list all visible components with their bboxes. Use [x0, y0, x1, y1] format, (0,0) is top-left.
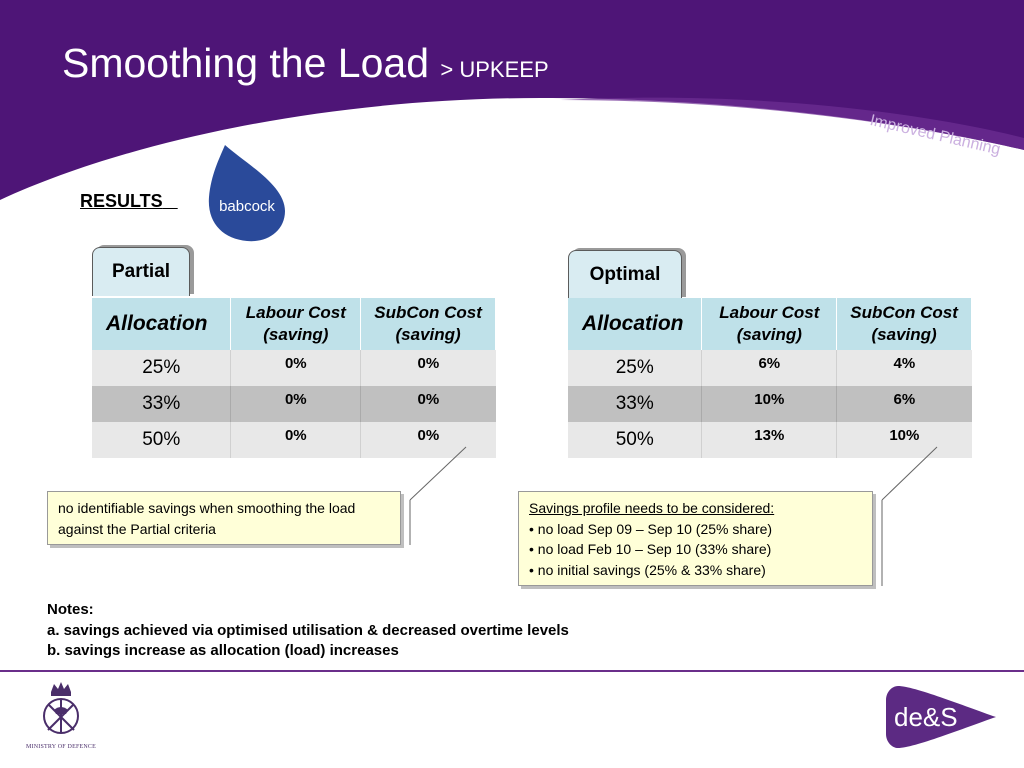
column-header-labour-cost: Labour Cost (saving)	[230, 298, 362, 350]
column-header-allocation: Allocation	[568, 298, 703, 350]
partial-note: no identifiable savings when smoothing t…	[47, 491, 401, 545]
labour-cell: 6%	[701, 350, 837, 386]
table-row: 33% 10% 6%	[568, 386, 972, 422]
table-row: 50% 13% 10%	[568, 422, 972, 458]
subcon-cell: 4%	[836, 350, 972, 386]
allocation-cell: 50%	[92, 422, 231, 458]
column-header-labour-cost: Labour Cost (saving)	[701, 298, 838, 350]
mod-crest-logo	[43, 682, 79, 734]
tab-partial[interactable]: Partial	[92, 247, 190, 296]
page-title: Smoothing the Load > UPKEEP	[62, 40, 549, 87]
column-header-subcon-cost: SubCon Cost (saving)	[360, 298, 496, 350]
subcon-cell: 0%	[360, 386, 496, 422]
des-logo: de&S	[886, 686, 996, 748]
table-row: 33% 0% 0%	[92, 386, 496, 422]
optimal-note-bullet: • no load Sep 09 – Sep 10 (25% share)	[529, 520, 773, 537]
allocation-cell: 33%	[568, 386, 702, 422]
notes-item: b. savings increase as allocation (load)…	[47, 642, 399, 659]
optimal-results-table: Allocation Labour Cost (saving) SubCon C…	[568, 298, 972, 458]
tab-optimal[interactable]: Optimal	[568, 250, 682, 299]
header-banner	[0, 0, 1024, 200]
allocation-cell: 25%	[568, 350, 702, 386]
table-row: 25% 0% 0%	[92, 350, 496, 386]
tab-partial-label: Partial	[111, 261, 171, 282]
table-header-row: Allocation Labour Cost (saving) SubCon C…	[568, 298, 972, 350]
tab-optimal-label: Optimal	[589, 264, 661, 285]
labour-cell: 0%	[230, 386, 361, 422]
optimal-note: Savings profile needs to be considered: …	[518, 491, 873, 586]
title-main: Smoothing the Load	[62, 40, 429, 86]
column-header-allocation: Allocation	[92, 298, 232, 350]
column-header-subcon-cost: SubCon Cost (saving)	[836, 298, 972, 350]
footer-divider	[0, 670, 1024, 672]
results-label: RESULTS	[80, 191, 163, 211]
subcon-cell: 0%	[360, 350, 496, 386]
notes-section: Notes: a. savings achieved via optimised…	[47, 600, 569, 662]
table-row: 50% 0% 0%	[92, 422, 496, 458]
notes-heading: Notes:	[47, 601, 94, 618]
partial-note-text: no identifiable savings when smoothing t…	[58, 500, 356, 537]
table-header-row: Allocation Labour Cost (saving) SubCon C…	[92, 298, 496, 350]
labour-cell: 0%	[230, 422, 361, 458]
allocation-cell: 33%	[92, 386, 231, 422]
labour-cell: 10%	[701, 386, 837, 422]
subcon-cell: 10%	[836, 422, 972, 458]
svg-text:babcock: babcock	[219, 198, 275, 215]
mod-label: MINISTRY OF DEFENCE	[26, 744, 96, 750]
table-row: 25% 6% 4%	[568, 350, 972, 386]
labour-cell: 13%	[701, 422, 837, 458]
notes-item: a. savings achieved via optimised utilis…	[47, 621, 569, 639]
allocation-cell: 25%	[92, 350, 231, 386]
svg-text:de&S: de&S	[894, 702, 958, 732]
optimal-note-heading: Savings profile needs to be considered:	[529, 500, 775, 516]
subcon-cell: 6%	[836, 386, 972, 422]
allocation-cell: 50%	[568, 422, 702, 458]
labour-cell: 0%	[230, 350, 361, 386]
subcon-cell: 0%	[360, 422, 496, 458]
optimal-note-bullet: • no load Feb 10 – Sep 10 (33% share)	[529, 541, 772, 557]
partial-results-table: Allocation Labour Cost (saving) SubCon C…	[92, 298, 496, 458]
optimal-note-bullet: • no initial savings (25% & 33% share)	[529, 561, 766, 578]
title-subtitle: > UPKEEP	[440, 57, 549, 82]
babcock-logo: babcock	[208, 145, 285, 242]
